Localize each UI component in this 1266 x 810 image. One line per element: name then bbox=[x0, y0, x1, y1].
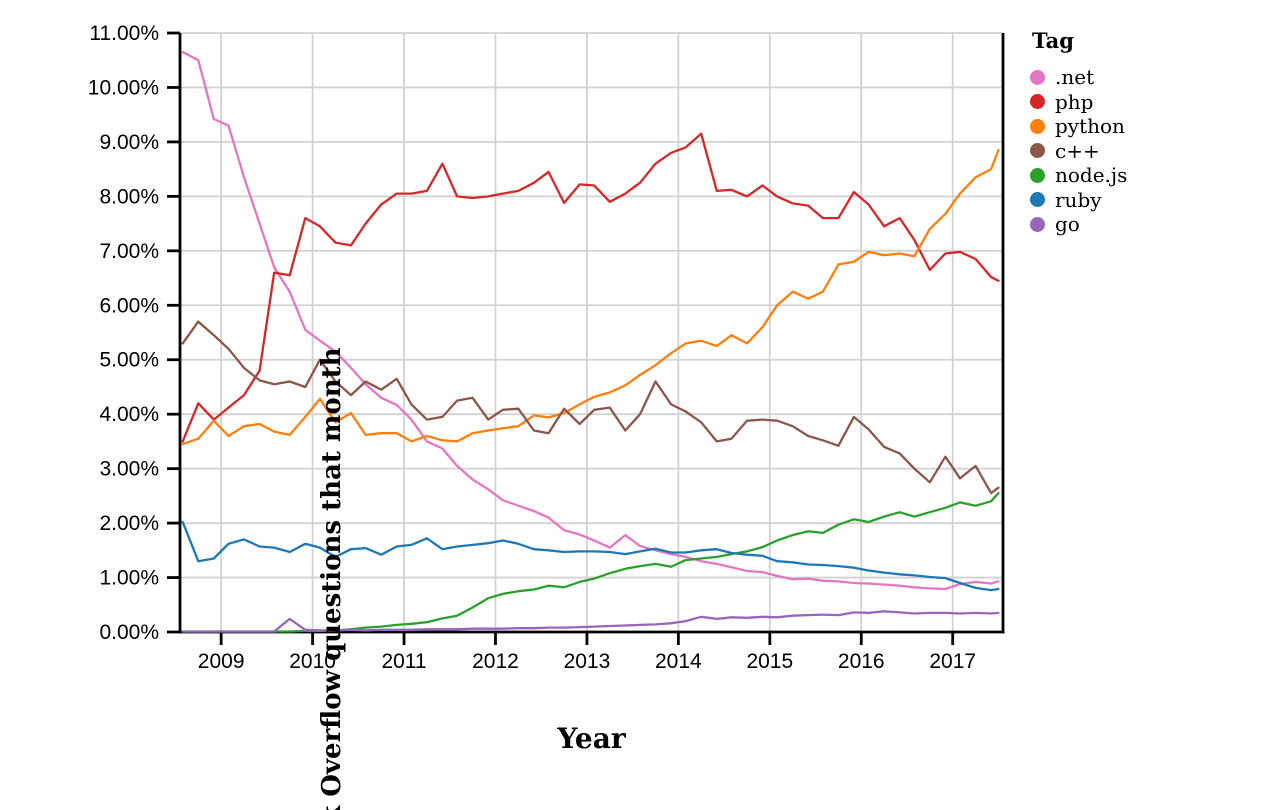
legend-swatch-icon bbox=[1030, 69, 1045, 85]
x-tick-label: 2015 bbox=[746, 650, 793, 673]
y-tick-label: 3.00% bbox=[99, 458, 159, 481]
legend-swatch-icon bbox=[1030, 143, 1045, 159]
x-tick-label: 2016 bbox=[838, 650, 885, 673]
legend-label: node.js bbox=[1055, 163, 1128, 188]
x-axis-title: Year bbox=[557, 722, 626, 755]
series-line-python bbox=[181, 148, 1000, 446]
x-tick-label: 2014 bbox=[655, 650, 702, 673]
series-line-php bbox=[181, 132, 1000, 443]
legend-title: Tag bbox=[1032, 28, 1074, 53]
y-tick-label: 8.00% bbox=[99, 185, 159, 208]
legend-label: go bbox=[1055, 212, 1080, 237]
legend-label: c++ bbox=[1055, 138, 1100, 163]
x-tick-label: 2012 bbox=[472, 650, 519, 673]
x-tick-label: 2013 bbox=[564, 650, 611, 673]
y-tick-label: 10.00% bbox=[88, 76, 159, 99]
legend-item-ruby: ruby bbox=[1030, 188, 1127, 213]
y-tick-label: 4.00% bbox=[99, 403, 159, 426]
series-line-go bbox=[181, 610, 1000, 633]
legend-label: python bbox=[1055, 114, 1125, 139]
series-line-ruby bbox=[181, 520, 1000, 592]
y-tick-label: 7.00% bbox=[99, 240, 159, 263]
legend-label: ruby bbox=[1055, 187, 1102, 212]
legend-label: .net bbox=[1055, 65, 1095, 90]
legend-items: .net php python c++ node.js ruby go bbox=[1030, 65, 1127, 237]
y-tick-label: 2.00% bbox=[99, 512, 159, 535]
x-tick-label: 2010 bbox=[289, 650, 336, 673]
legend-item-php: php bbox=[1030, 90, 1127, 115]
legend-swatch-icon bbox=[1030, 167, 1045, 183]
x-tick-label: 2017 bbox=[929, 650, 976, 673]
legend-swatch-icon bbox=[1030, 216, 1045, 232]
y-tick-label: 0.00% bbox=[99, 621, 159, 644]
legend-item-go: go bbox=[1030, 212, 1127, 237]
legend-label: php bbox=[1055, 89, 1094, 114]
y-tick-label: 11.00% bbox=[89, 22, 159, 45]
x-tick-label: 2009 bbox=[198, 650, 245, 673]
y-tick-label: 6.00% bbox=[99, 294, 159, 317]
series-line-.net bbox=[181, 50, 1000, 591]
legend-swatch-icon bbox=[1030, 192, 1045, 208]
legend-swatch-icon bbox=[1030, 94, 1045, 110]
x-tick-label: 2011 bbox=[381, 650, 426, 673]
legend-swatch-icon bbox=[1030, 118, 1045, 134]
series-line-node.js bbox=[181, 491, 1000, 633]
series-line-c++ bbox=[181, 320, 1000, 495]
legend-item-.net: .net bbox=[1030, 65, 1127, 90]
legend-item-c++: c++ bbox=[1030, 139, 1127, 164]
y-tick-label: 9.00% bbox=[99, 131, 159, 154]
y-tick-label: 5.00% bbox=[99, 349, 159, 372]
legend-item-node.js: node.js bbox=[1030, 163, 1127, 188]
legend: Tag .net php python c++ node.js ruby go bbox=[1030, 28, 1127, 237]
y-tick-label: 1.00% bbox=[99, 567, 159, 590]
legend-item-python: python bbox=[1030, 114, 1127, 139]
